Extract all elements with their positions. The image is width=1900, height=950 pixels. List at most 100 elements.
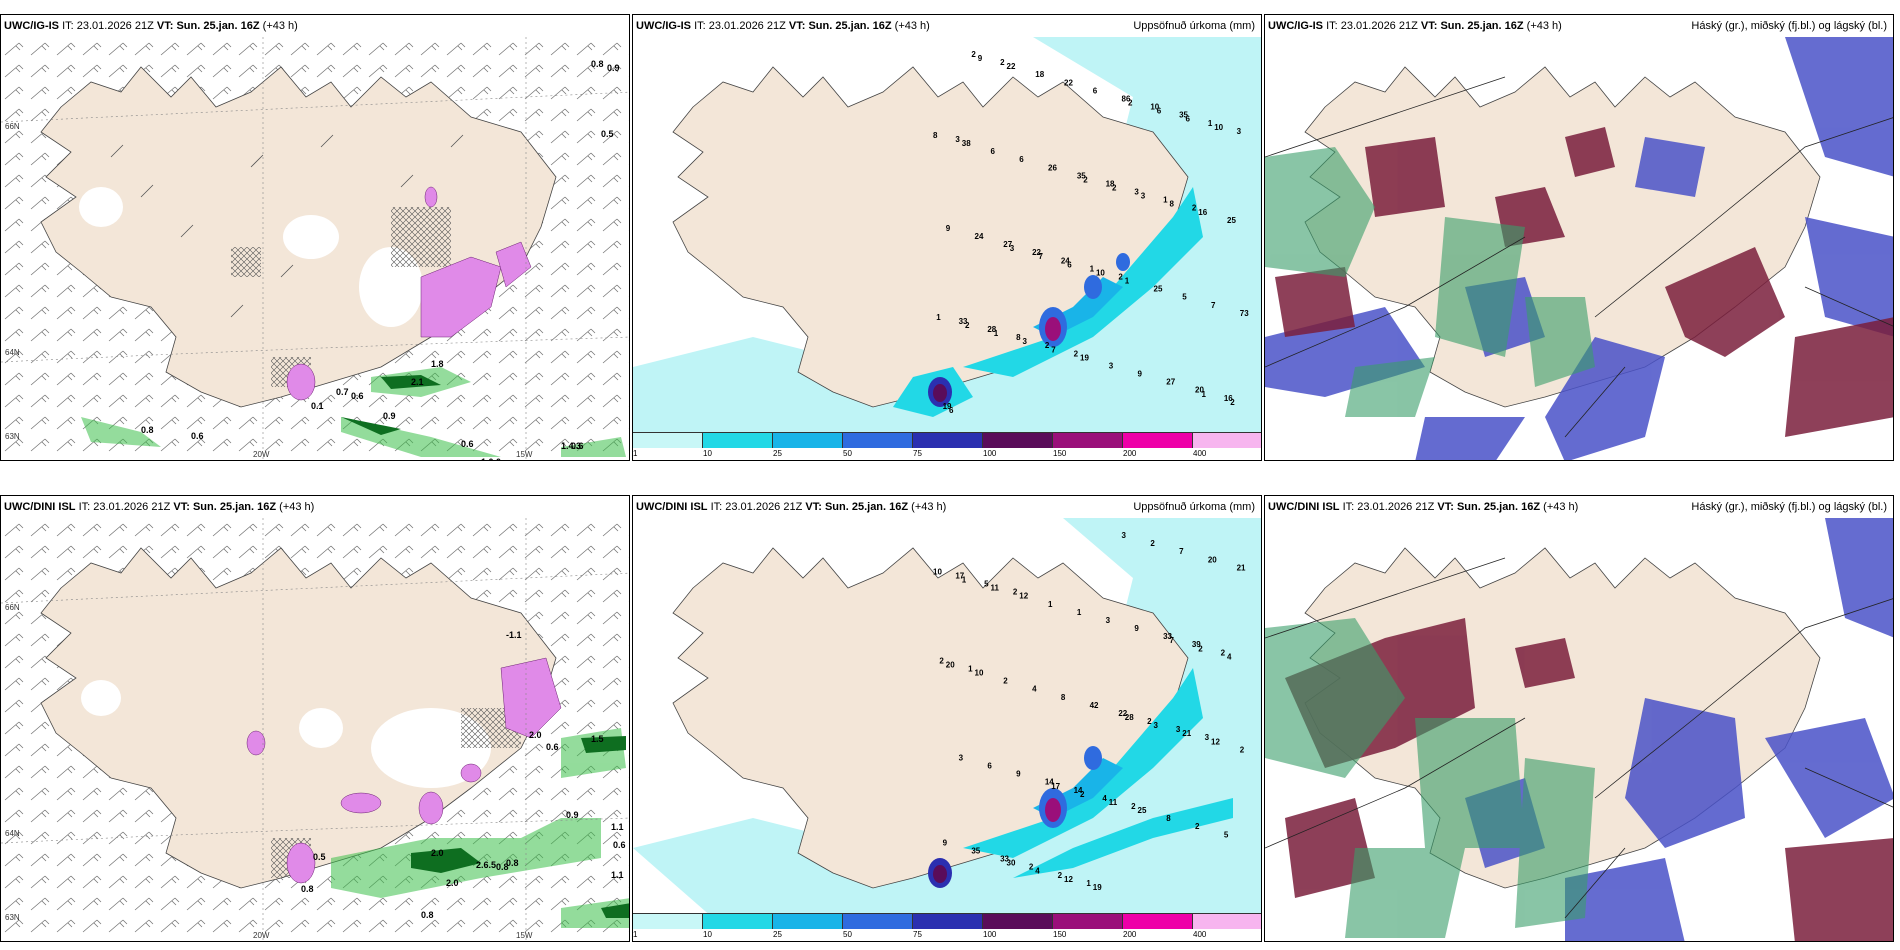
lon-label-20: 20W: [253, 450, 270, 459]
precip-value-label: 9: [1016, 770, 1021, 779]
precip-value-label: 14: [1074, 786, 1083, 795]
panel-header: UWC/IG-IS IT: 23.01.2026 21Z VT: Sun. 25…: [633, 15, 1261, 37]
wind-value-label: 0.8: [496, 862, 509, 872]
precip-value-label: 5: [1224, 830, 1229, 839]
lat-label-63: 63N: [5, 432, 20, 441]
cloud-map[interactable]: [1265, 518, 1894, 942]
lon-label-15: 15W: [516, 931, 533, 940]
precip-value-label: 28: [1125, 713, 1134, 722]
panel-header: UWC/IG-IS IT: 23.01.2026 21Z VT: Sun. 25…: [1265, 15, 1893, 37]
wind-value-label: 2.1: [411, 377, 424, 387]
legend-swatch: [773, 432, 843, 448]
precip-value-label: 5: [984, 580, 989, 589]
precip-value-label: 2: [1198, 644, 1203, 653]
precip-value-label: 18: [1035, 70, 1044, 79]
panel-title: Háský (gr.), miðský (fj.bl.) og lágský (…: [1691, 501, 1887, 513]
precip-value-label: 2: [1195, 822, 1200, 831]
legend-tick: 75: [913, 930, 922, 939]
panel-header: UWC/DINI ISL IT: 23.01.2026 21Z VT: Sun.…: [1265, 496, 1893, 518]
precip-value-label: 1: [1201, 390, 1206, 399]
precip-value-label: 2: [1003, 677, 1008, 686]
precip-value-label: 8: [1166, 814, 1171, 823]
precip-value-label: 10: [1214, 123, 1223, 132]
wind-barbs-land: [110, 134, 464, 318]
legend-swatch: [633, 913, 703, 929]
cloudless-patches: [79, 187, 423, 327]
precip-value-label: 25: [1154, 285, 1163, 294]
precip-value-label: 8: [1016, 333, 1021, 342]
legend-swatch: [913, 432, 983, 448]
precip-map[interactable]: 1132222354222171439332221143335422099987…: [633, 518, 1262, 942]
legend-tick: 75: [913, 449, 922, 458]
precip-value-label: 2: [939, 656, 944, 665]
precip-value-label: 38: [962, 139, 971, 148]
legend-swatch: [703, 432, 773, 448]
lon-label-20: 20W: [253, 931, 270, 940]
panel-bottom-cloud[interactable]: UWC/DINI ISL IT: 23.01.2026 21Z VT: Sun.…: [1264, 495, 1894, 942]
precip-value-label: 1: [1077, 608, 1082, 617]
precip-value-label: 2: [1230, 398, 1235, 407]
precip-value-label: 1: [1048, 600, 1053, 609]
snow-areas: [286, 186, 532, 401]
rain-heavy: [411, 736, 629, 918]
precip-light-sea: [633, 518, 1261, 918]
precip-value-label: 28: [987, 325, 996, 334]
panel-top-wind[interactable]: UWC/IG-IS IT: 23.01.2026 21Z VT: Sun. 25…: [0, 14, 630, 461]
legend-swatch: [633, 432, 703, 448]
panel-top-cloud[interactable]: UWC/IG-IS IT: 23.01.2026 21Z VT: Sun. 25…: [1264, 14, 1894, 461]
panel-title: Háský (gr.), miðský (fj.bl.) og lágský (…: [1691, 20, 1887, 32]
precip-value-label: 25: [1138, 806, 1147, 815]
snow-areas: [246, 657, 562, 884]
precip-value-label: 22: [1064, 78, 1073, 87]
precip-value-label: 6: [991, 147, 996, 156]
precip-map[interactable]: 3222232121183192435281816221033352027867…: [633, 37, 1262, 461]
wind-snow-map[interactable]: 66N 64N 63N 20W 15W -1.1 2.0 2.0 0.5 0.6 0.9 1…: [1, 518, 630, 942]
wind-value-label: 0.6: [571, 441, 584, 451]
wind-value-label: 0.5: [313, 852, 326, 862]
precip-value-label: 4: [1227, 652, 1232, 661]
lat-label-63: 63N: [5, 913, 20, 922]
precip-value-label: 2: [1240, 745, 1245, 754]
precip-value-label: 1: [936, 313, 941, 322]
precip-value-label: 2: [971, 50, 976, 59]
precip-value-label: 3: [1106, 616, 1111, 625]
wind-value-label: 1.0.0: [481, 457, 501, 461]
precip-value-label: 2: [1080, 790, 1085, 799]
precip-value-label: 22: [1007, 62, 1016, 71]
precip-value-label: 35: [971, 847, 980, 856]
legend-tick: 150: [1053, 449, 1067, 458]
wind-value-label: 0.6: [613, 840, 626, 850]
panel-bottom-precip[interactable]: UWC/DINI ISL IT: 23.01.2026 21Z VT: Sun.…: [632, 495, 1262, 942]
precip-value-label: 24: [1061, 256, 1070, 265]
precip-value-label: 33: [959, 317, 968, 326]
precip-value-label: 3: [1205, 733, 1210, 742]
lat-label-66: 66N: [5, 122, 20, 131]
legend-tick: 100: [983, 930, 997, 939]
precip-value-label: 3: [1109, 361, 1114, 370]
wind-value-label: 1.5: [591, 734, 604, 744]
cloud-map[interactable]: [1265, 37, 1894, 461]
precip-value-label: 2: [1013, 588, 1018, 597]
precip-value-label: 7: [1038, 252, 1043, 261]
panel-top-precip[interactable]: UWC/IG-IS IT: 23.01.2026 21Z VT: Sun. 25…: [632, 14, 1262, 461]
precip-value-label: 35: [1179, 111, 1188, 120]
legend-tick: 10: [703, 449, 712, 458]
precip-legend: 1 10 25 50 75 100 150 200 400: [633, 913, 1261, 941]
precip-value-label: 3: [1134, 188, 1139, 197]
precip-value-label: 2: [1112, 183, 1117, 192]
precip-value-label: 7: [1051, 345, 1056, 354]
precip-value-label: 6: [949, 406, 954, 415]
precip-value-label: 6: [1067, 260, 1072, 269]
wind-value-label: 0.6: [191, 431, 204, 441]
legend-swatch: [983, 432, 1053, 448]
precip-value-label: 26: [1048, 163, 1057, 172]
panel-bottom-wind[interactable]: UWC/DINI ISL IT: 23.01.2026 21Z VT: Sun.…: [0, 495, 630, 942]
precip-value-label: 22: [1118, 709, 1127, 718]
precip-value-label: 2: [1045, 341, 1050, 350]
coast-lines: [1265, 557, 1893, 919]
legend-tick: 10: [703, 930, 712, 939]
legend-tick: 50: [843, 930, 852, 939]
wind-snow-map[interactable]: 66N 64N 63N 20W 15W 0.8 0.90.50.60.7 0.62.…: [1, 37, 630, 461]
legend-swatch: [703, 913, 773, 929]
precip-value-label: 42: [1090, 701, 1099, 710]
